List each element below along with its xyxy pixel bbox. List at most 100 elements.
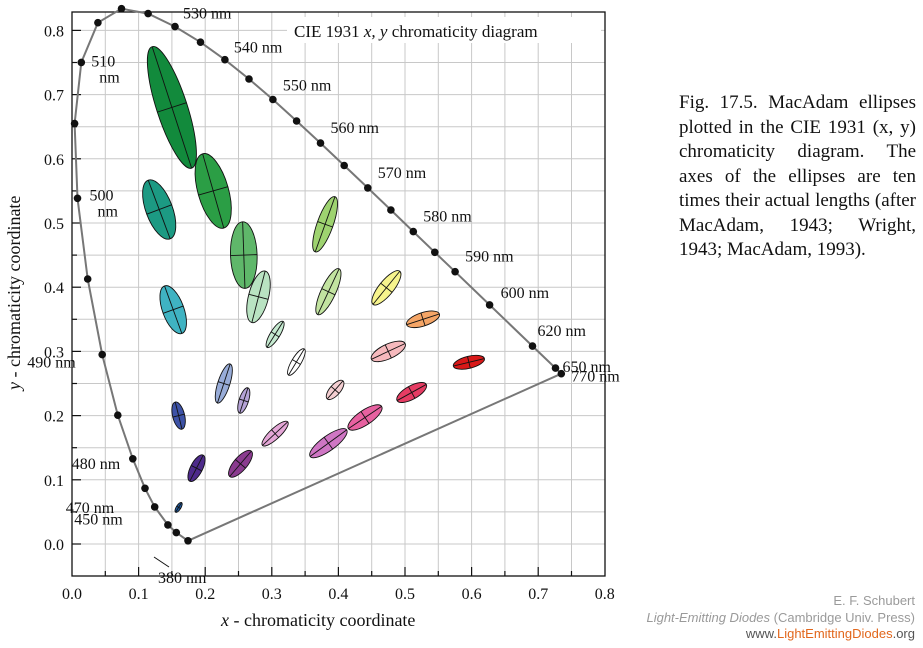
macadam-ellipse: [325, 379, 345, 401]
ellipse-minor-axis: [321, 288, 336, 296]
wavelength-label: 590 nm: [465, 249, 514, 266]
wavelength-dot: [485, 301, 494, 309]
ellipse-minor-axis: [270, 331, 280, 338]
ellipse-minor-axis: [176, 505, 181, 510]
wavelength-dot: [129, 455, 137, 463]
wavelength-dot: [409, 227, 418, 236]
wavelength-dot: [172, 528, 181, 537]
wavelength-label: 650 nm: [563, 359, 612, 376]
wavelength-dot: [94, 18, 102, 27]
macadam-ellipse: [228, 449, 253, 478]
wavelength-dot: [245, 75, 253, 83]
macadam-ellipse: [396, 382, 428, 403]
credit-book: Light-Emitting Diodes (Cambridge Univ. P…: [646, 609, 915, 625]
ellipse-minor-axis: [380, 282, 393, 293]
wavelength-label: 470 nm: [66, 500, 115, 517]
diagram-title-box: CIE 1931 x, y chromaticity diagram: [287, 17, 601, 43]
wavelength-dot: [340, 161, 349, 170]
wavelength-label: 550 nm: [283, 78, 332, 95]
wavelength-dot: [98, 350, 106, 359]
macadam-ellipse: [405, 310, 441, 329]
wavelength-dot: [184, 537, 192, 545]
figure-caption: Fig. 17.5. MacAdam ellipses plotted in t…: [679, 92, 916, 260]
ellipse-minor-axis: [467, 356, 471, 369]
y-tick-label: 0.3: [44, 344, 64, 361]
macadam-ellipse: [174, 501, 183, 513]
ellipse-minor-axis: [292, 359, 301, 365]
wavelength-dot: [269, 95, 277, 104]
ellipse-minor-axis: [190, 465, 203, 472]
wavelength-dot: [77, 58, 86, 67]
macadam-ellipse: [370, 340, 406, 363]
macadam-ellipse: [214, 363, 233, 404]
wavelength-label: 530 nm: [183, 6, 232, 23]
macadam-ellipse: [237, 387, 251, 414]
ellipse-minor-axis: [420, 312, 426, 326]
wavelength-label: 490 nm: [27, 355, 76, 372]
tick-labels: 0.0 0.1 0.2 0.3 0.4 0.5 0.6 0.7 0.8 0.0 0.1 0.2 0.3 0…: [44, 23, 615, 603]
wavelength-dot: [114, 411, 122, 420]
wavelength-label: 620 nm: [538, 323, 587, 340]
wavelength-dot: [557, 369, 566, 378]
credit-website[interactable]: www.LightEmittingDiodes.org: [745, 626, 915, 641]
macadam-ellipse: [315, 268, 342, 316]
wavelength-dot: [83, 275, 92, 283]
wavelength-markers: [70, 4, 566, 545]
ellipse-minor-axis: [408, 386, 416, 399]
wavelength-dot: [196, 38, 205, 46]
macadam-ellipse: [187, 454, 206, 483]
x-tick-label: 0.7: [528, 586, 548, 603]
y-tick-label: 0.2: [44, 409, 64, 426]
wavelength-label: 500 nm: [90, 187, 119, 220]
x-tick-label: 0.5: [395, 586, 415, 603]
x-tick-label: 0.8: [595, 586, 615, 603]
wavelength-label: 560 nm: [331, 120, 380, 137]
wavelength-dot: [141, 484, 149, 493]
macadam-ellipse: [312, 196, 338, 253]
macadam-ellipse: [347, 404, 383, 431]
macadam-ellipse: [287, 348, 306, 376]
wavelength-label: 540 nm: [234, 40, 283, 57]
macadam-ellipse: [309, 428, 348, 459]
axis-ticks: [72, 29, 573, 576]
spectral-locus-curve: [73, 7, 562, 542]
y-tick-label: 0.5: [44, 216, 64, 233]
wavelength-label: 480 nm: [72, 456, 121, 473]
ellipse-minor-axis: [172, 413, 185, 418]
macadam-ellipse: [261, 420, 289, 447]
wavelength-dot: [150, 503, 159, 511]
wavelength-dot: [528, 342, 537, 350]
ellipse-minor-axis: [157, 102, 187, 113]
macadam-ellipse: [371, 270, 402, 306]
wavelength-dot: [431, 248, 439, 257]
wavelength-dot: [364, 184, 372, 192]
wavelength-label: 600 nm: [501, 285, 550, 302]
wavelength-label: 510 nm: [91, 53, 120, 86]
wavelength-dot: [316, 139, 325, 147]
ellipse-minor-axis: [330, 386, 340, 394]
ellipse-minor-axis: [217, 381, 230, 386]
wavelength-dot: [144, 9, 152, 18]
macadam-ellipse: [146, 45, 197, 169]
macadam-ellipse: [246, 270, 271, 324]
x-tick-label: 0.0: [62, 586, 82, 603]
macadam-ellipse: [142, 179, 177, 240]
ellipse-minor-axis: [163, 305, 184, 314]
ellipse-minor-axis: [235, 459, 246, 469]
macadam-ellipse: [159, 285, 187, 335]
ellipse-minor-axis: [198, 186, 229, 196]
macadam-ellipse: [265, 320, 285, 349]
ellipse-minor-axis: [248, 293, 269, 300]
ellipse-minor-axis: [360, 411, 370, 424]
x-tick-label: 0.3: [262, 586, 282, 603]
diagram-title: CIE 1931 x, y chromaticity diagram: [294, 22, 538, 41]
x-axis-label: x - chromaticity coordinate: [220, 610, 415, 630]
y-tick-label: 0.8: [44, 23, 64, 40]
ellipse-minor-axis: [146, 204, 172, 215]
ellipse-minor-axis: [384, 344, 392, 359]
ellipse-minor-axis: [230, 254, 258, 257]
y-tick-label: 0.7: [44, 88, 64, 105]
x-tick-label: 0.1: [129, 586, 149, 603]
wavelength-label: 450 nm: [74, 512, 123, 529]
